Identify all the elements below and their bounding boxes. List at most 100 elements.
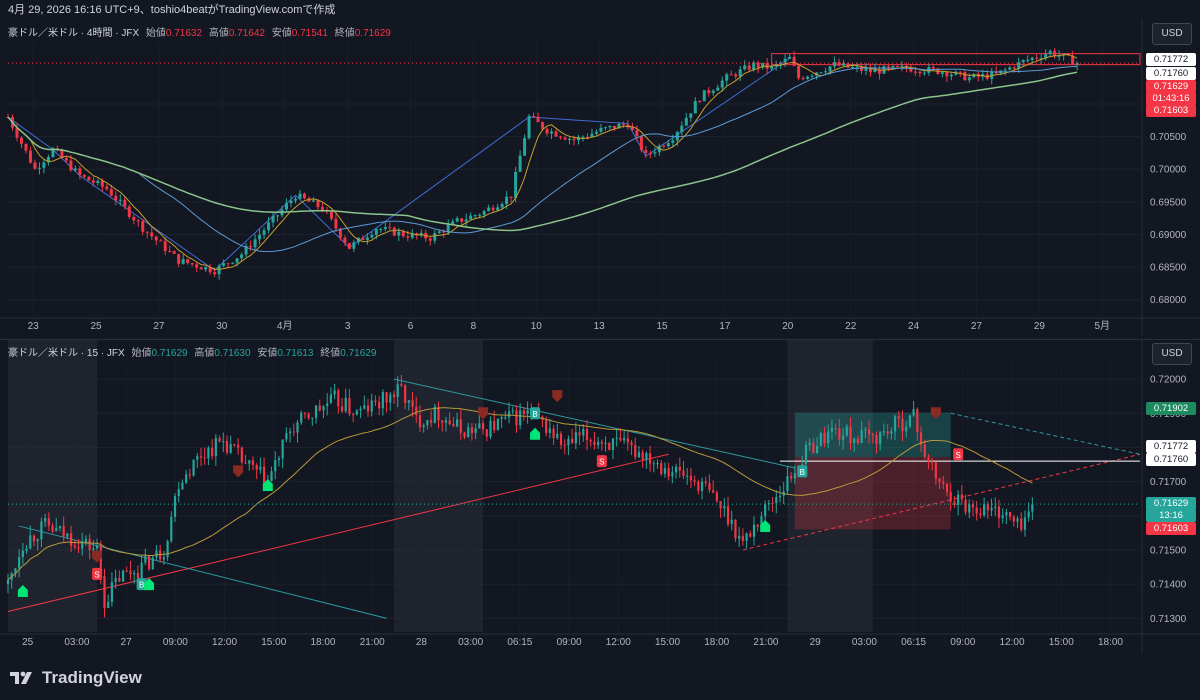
candle-body [519,410,522,426]
candle-body [199,267,203,270]
candle-body [1057,55,1061,57]
x-tick-label: 22 [845,321,857,332]
top-chart-pane[interactable]: 0.710000.705000.700000.695000.690000.685… [0,20,1200,338]
candle-body [725,74,729,81]
candle-body [69,533,73,546]
candle-body [24,143,28,151]
x-tick-label: 12:00 [606,637,631,648]
candle-body [593,441,596,445]
bottom-currency-button[interactable]: USD [1152,343,1192,365]
bottom-chart-pane[interactable]: 0.720000.719000.718000.717000.716000.715… [0,340,1200,656]
x-tick-label: 06:15 [901,637,926,648]
candle-body [747,65,751,70]
bottom-open-value: 0.71629 [151,348,188,359]
top-open-value: 0.71632 [165,28,203,39]
candle-body [316,200,320,208]
candle-body [69,160,73,171]
candle-body [600,441,603,444]
candle-body [639,136,643,151]
candle-body [285,203,289,210]
candle-body [617,123,621,129]
candle-body [46,156,50,163]
candle-body [760,516,763,527]
candle-body [994,71,998,74]
candle-body [237,445,240,448]
candle-body [698,101,702,103]
candle-body [410,233,414,238]
candle-body [890,431,893,434]
trend-line [950,412,1141,455]
candle-body [979,513,982,516]
candle-body [1001,515,1004,518]
candle-body [118,199,122,201]
candle-body [446,224,450,233]
session-highlight [787,340,873,632]
candle-body [1031,504,1034,512]
candle-body [630,127,634,131]
candle-body [392,394,396,398]
candle-body [217,265,221,275]
candle-body [689,113,693,118]
chart-caption: 4月 29, 2026 16:16 UTC+9、toshio4beatがTrad… [0,0,1200,20]
candle-body [251,460,255,466]
candle-body [666,143,670,147]
candle-body [192,459,195,476]
candle-body [185,474,188,483]
candle-body [203,457,206,459]
candle-body [853,438,856,443]
candle-body [895,66,899,68]
candle-body [262,230,266,235]
candle-body [630,442,633,446]
candle-body [1005,512,1008,516]
pane-divider[interactable] [0,339,1200,340]
candle-body [51,525,54,532]
candle-body [693,101,697,114]
candle-body [300,412,303,423]
session-highlight [393,340,484,632]
candle-body [726,506,730,525]
candle-body [749,533,752,537]
candle-body [95,545,99,549]
candle-body [845,426,848,436]
tradingview-logo[interactable]: TradingView [10,668,142,688]
y-tick-label: 0.71700 [1150,477,1187,488]
y-tick-label: 0.68500 [1150,263,1187,274]
candle-body [274,460,277,472]
candle-body [509,196,513,198]
candle-body [545,128,549,134]
candle-body [704,481,707,484]
candle-body [678,466,681,471]
candle-body [147,555,151,570]
candle-body [105,186,109,190]
bottom-chart-svg[interactable]: 0.720000.719000.718000.717000.716000.715… [0,340,1200,656]
candle-body [816,446,819,453]
candle-body [949,491,952,502]
ma-mid-line [7,65,1078,253]
bottom-price-tag: 0.71603 [1146,522,1196,535]
candle-body [478,423,481,429]
ma-slow-line [7,71,1078,232]
candle-body [233,444,236,446]
candle-body [60,150,64,158]
x-tick-label: 21:00 [753,637,778,648]
candle-body [166,541,169,558]
candle-body [1044,54,1048,59]
candle-body [702,90,706,102]
top-currency-button[interactable]: USD [1152,23,1192,45]
candle-body [949,74,953,77]
candle-body [738,69,742,77]
candle-body [819,432,822,447]
candle-body [963,72,967,81]
candle-body [248,460,251,464]
x-tick-label: 09:00 [163,637,188,648]
candle-body [909,68,913,72]
candle-body [430,420,433,423]
x-tick-label: 25 [22,637,34,648]
candle-body [389,394,392,403]
candle-body [82,174,86,177]
candle-body [891,66,895,68]
candle-body [311,417,314,419]
candle-body [957,494,960,505]
top-price-tag: 0.71772 [1146,53,1196,66]
top-chart-svg[interactable]: 0.710000.705000.700000.695000.690000.685… [0,20,1200,338]
